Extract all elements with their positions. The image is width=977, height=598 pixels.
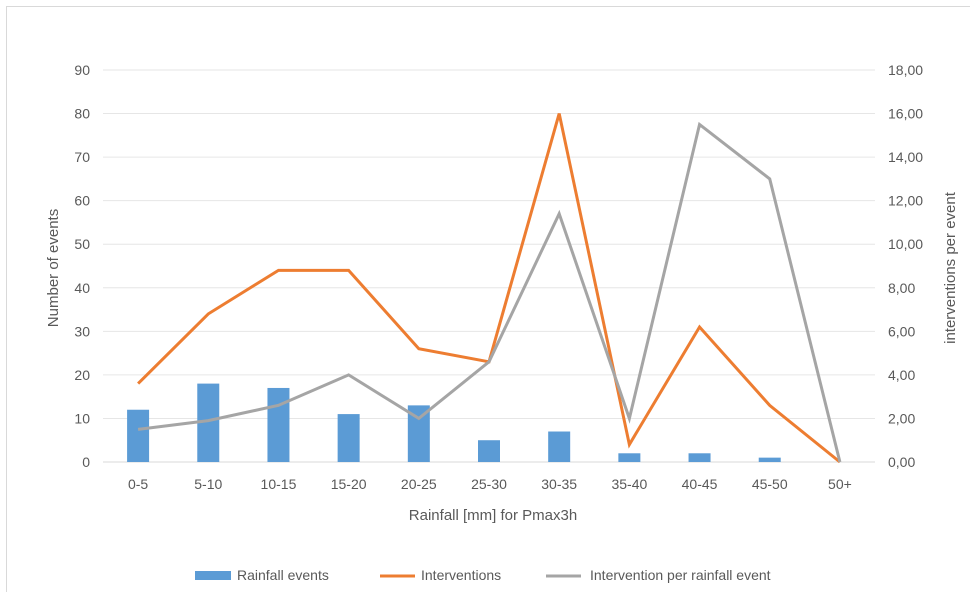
x-tick-label-5-10: 5-10: [194, 476, 222, 492]
y-tick-label-0: 0: [82, 454, 90, 470]
y2-tick-label-4: 8,00: [888, 280, 915, 296]
y-tick-label-4: 40: [74, 280, 90, 296]
y2-tick-label-3: 6,00: [888, 323, 915, 339]
y-tick-label-7: 70: [74, 149, 90, 165]
bar-5-10: [197, 383, 220, 462]
bar-40-45: [688, 453, 711, 462]
x-tick-label-20-25: 20-25: [401, 476, 437, 492]
bar-30-35: [548, 431, 571, 462]
y2-tick-label-8: 16,00: [888, 106, 923, 122]
legend-swatch-rainfall-events: [195, 571, 231, 580]
x-tick-label-10-15: 10-15: [261, 476, 297, 492]
x-tick-label-50+: 50+: [828, 476, 852, 492]
legend-label-intervention-per-rainfall-event: Intervention per rainfall event: [590, 567, 771, 583]
x-axis-title: Rainfall [mm] for Pmax3h: [409, 507, 577, 524]
gridlines: [103, 69, 875, 463]
y-tick-label-9: 90: [74, 62, 90, 78]
x-tick-label-35-40: 35-40: [611, 476, 647, 492]
y2-tick-label-6: 12,00: [888, 193, 923, 209]
line-intervention-per-rainfall-event: [137, 121, 842, 463]
bar-45-50: [758, 457, 781, 462]
legend: Rainfall events Interventions Interventi…: [195, 567, 771, 583]
legend-label-rainfall-events: Rainfall events: [237, 567, 329, 583]
x-tick-label-15-20: 15-20: [331, 476, 367, 492]
bar-15-20: [337, 414, 360, 462]
y2-tick-label-5: 10,00: [888, 236, 923, 252]
x-tick-label-30-35: 30-35: [541, 476, 577, 492]
y2-tick-label-9: 18,00: [888, 62, 923, 78]
legend-label-interventions: Interventions: [421, 567, 501, 583]
bar-20-25: [407, 405, 430, 462]
bar-10-15: [267, 387, 290, 462]
bar-series: [127, 383, 781, 462]
y-tick-label-3: 30: [74, 323, 90, 339]
y-tick-label-8: 80: [74, 106, 90, 122]
bar-25-30: [478, 440, 500, 462]
y2-tick-label-1: 2,00: [888, 410, 915, 426]
x-tick-label-0-5: 0-5: [128, 476, 148, 492]
line-series: [137, 113, 842, 464]
y-tick-label-5: 50: [74, 236, 90, 252]
y-tick-label-2: 20: [74, 367, 90, 383]
axis-labels: 0 0,00 10 2,00 20 4,00 30 6,00 40 8,00 50 10,00 60 12…: [74, 62, 923, 492]
y2-tick-label-0: 0,00: [888, 454, 915, 470]
y-axis-title: Number of events: [45, 209, 62, 327]
bar-35-40: [618, 453, 641, 462]
y-tick-label-1: 10: [74, 410, 90, 426]
x-tick-label-45-50: 45-50: [752, 476, 788, 492]
y2-tick-label-2: 4,00: [888, 367, 915, 383]
y-tick-label-6: 60: [74, 193, 90, 209]
bar-0-5: [127, 409, 150, 462]
y2-axis-title: interventions per event: [942, 191, 959, 344]
y2-tick-label-7: 14,00: [888, 149, 923, 165]
x-tick-label-25-30: 25-30: [471, 476, 507, 492]
chart-frame: [6, 6, 970, 592]
x-tick-label-40-45: 40-45: [682, 476, 718, 492]
